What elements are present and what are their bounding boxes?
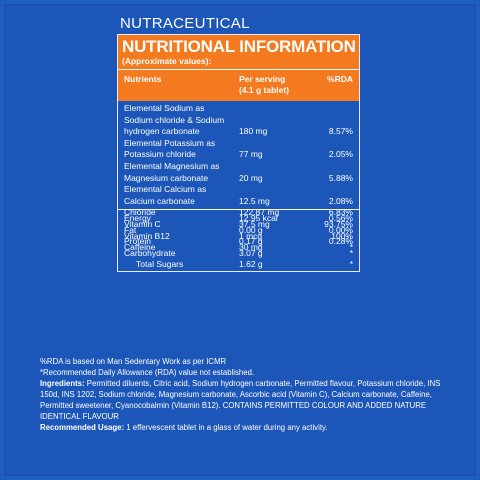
nutrient-rda: 5.88%	[328, 172, 353, 183]
nutrient-row: Calcium carbonate 12.5 mg 2.08%	[118, 195, 359, 207]
nutrient-rda: 2.08%	[328, 195, 353, 206]
nutrient-rda: 0.00%	[328, 224, 353, 235]
nutrient-value: 0.00 g	[239, 224, 263, 235]
nutrient-row: Elemental Potassium as	[118, 137, 359, 149]
panel-header: NUTRITIONAL INFORMATION (Approximate val…	[118, 35, 359, 101]
nutrient-rda: *	[349, 242, 353, 253]
nutrient-rda: 0.28%	[328, 236, 353, 247]
nutrient-value: 12.5 mg	[239, 195, 270, 206]
brand-heading: NUTRACEUTICAL	[120, 15, 250, 32]
nutrient-name: Vitamin B12	[124, 230, 170, 241]
nutrient-value: 20 mg	[239, 172, 263, 183]
nutrient-name: Elemental Sodium as	[124, 103, 205, 113]
nutrient-row: Chloride 122.87 mg 6.83%	[118, 206, 359, 218]
nutrient-value: 12.95 kcal	[239, 213, 278, 223]
energy-row: Total Sugars 1.62 g *	[118, 258, 359, 270]
nutrient-value: 3.07 g	[239, 247, 263, 258]
energy-row: Energy 12.95 kcal 0.56%	[118, 212, 359, 224]
nutrient-rda: 0.56%	[328, 213, 353, 223]
nutrient-name: Elemental Potassium as	[124, 137, 216, 148]
nutrient-rda: 100%	[331, 230, 353, 241]
energy-row: Fat 0.00 g 0.00%	[118, 224, 359, 236]
usage-text: Recommended Usage: 1 effervescent tablet…	[40, 422, 460, 433]
rda-asterisk-note: *Recommended Daily Allowance (RDA) value…	[40, 368, 255, 377]
nutrient-row: Vitamin C 37.5 mg 93.75%	[118, 218, 359, 230]
nutrient-value: 30 mg	[239, 242, 263, 253]
nutrient-name: Elemental Magnesium as	[124, 161, 220, 171]
nutrient-name: Elemental Calcium as	[124, 184, 207, 195]
nutrient-name: Vitamin C	[124, 219, 161, 229]
nutrient-value: 37.5 mg	[239, 219, 270, 229]
nutrient-name: Energy	[124, 213, 151, 223]
nutrient-name: Chloride	[124, 207, 156, 218]
nutrient-rda: 8.57%	[328, 126, 353, 137]
nutrient-name: Carbohydrate	[124, 247, 176, 258]
nutrient-name: Total Sugars	[136, 259, 184, 270]
nutrient-rda: *	[349, 259, 353, 270]
column-rda: %RDA	[327, 74, 353, 84]
nutrient-name: Calcium carbonate	[124, 195, 195, 206]
energy-row: Protein 0.17 g 0.28%	[118, 235, 359, 247]
header-divider	[118, 69, 359, 70]
nutrient-value: 1 mcg	[239, 230, 263, 241]
nutrient-row: Magnesium carbonate 20 mg 5.88%	[118, 172, 359, 184]
panel-subtitle: (Approximate values):	[122, 56, 212, 66]
nutrient-value: 1.62 g	[239, 259, 263, 270]
nutrient-row: Elemental Sodium as	[118, 102, 359, 114]
nutrient-name: Sodium chloride & Sodium	[124, 114, 225, 125]
nutrient-name: Fat	[124, 224, 137, 235]
nutrient-row: hydrogen carbonate 180 mg 8.57%	[118, 125, 359, 137]
section-divider	[118, 209, 359, 210]
footnotes: %RDA is based on Man Sedentary Work as p…	[40, 356, 460, 433]
nutrient-name: Protein	[124, 236, 151, 247]
usage-label: Recommended Usage:	[40, 423, 125, 432]
panel-title: NUTRITIONAL INFORMATION	[122, 37, 356, 56]
rda-basis-note: %RDA is based on Man Sedentary Work as p…	[40, 357, 227, 366]
column-nutrients: Nutrients	[124, 74, 162, 84]
energy-row: Carbohydrate 3.07 g *	[118, 247, 359, 259]
nutrient-row: Caffeine 30 mg *	[118, 241, 359, 253]
nutrient-value: 180 mg	[239, 126, 268, 137]
nutrient-rda: 2.05%	[328, 149, 353, 160]
column-serving: Per serving	[239, 74, 286, 84]
nutrient-name: Magnesium carbonate	[124, 172, 209, 183]
nutrient-rda: 93.75%	[324, 219, 353, 229]
usage-instructions: 1 effervescent tablet in a glass of wate…	[124, 423, 328, 432]
nutrient-name: Potassium chloride	[124, 149, 196, 160]
ingredients-label: Ingredients:	[40, 379, 85, 388]
nutrient-rda: *	[349, 247, 353, 258]
column-serving-size: (4.1 g tablet)	[239, 85, 290, 95]
nutrient-row: Sodium chloride & Sodium	[118, 114, 359, 126]
nutrient-value: 0.17 g	[239, 236, 263, 247]
nutrient-row: Potassium chloride 77 mg 2.05%	[118, 148, 359, 160]
nutrient-name: hydrogen carbonate	[124, 126, 200, 137]
nutrient-value: 122.87 mg	[239, 207, 280, 218]
ingredients-list: Permitted diluents, Citric acid, Sodium …	[40, 379, 441, 421]
ingredients-text: Ingredients: Permitted diluents, Citric …	[40, 378, 460, 422]
nutrition-panel: NUTRITIONAL INFORMATION (Approximate val…	[117, 34, 360, 272]
nutrient-name: Caffeine	[124, 242, 156, 253]
nutrient-rda: 6.83%	[328, 207, 353, 218]
nutrient-value: 77 mg	[239, 149, 263, 160]
nutrient-row: Elemental Magnesium as	[118, 160, 359, 172]
nutrient-row: Elemental Calcium as	[118, 183, 359, 195]
nutrient-row: Vitamin B12 1 mcg 100%	[118, 230, 359, 242]
